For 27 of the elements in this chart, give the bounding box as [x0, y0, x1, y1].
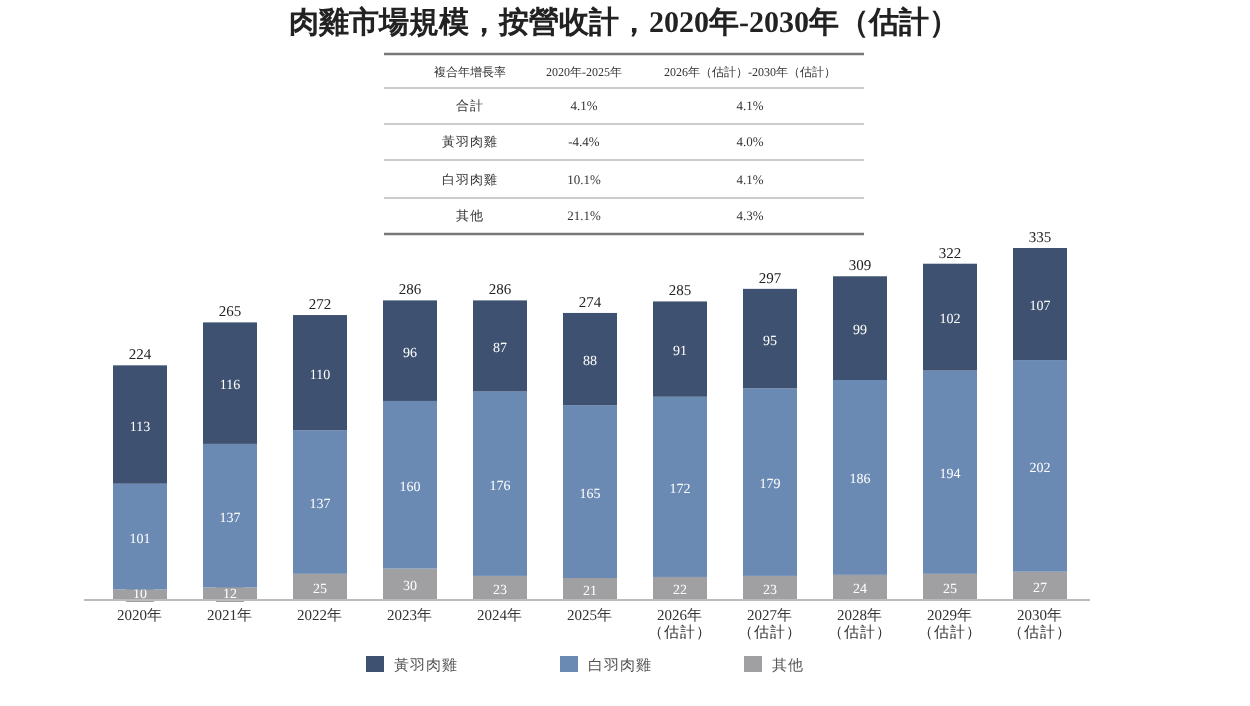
bar [383, 568, 437, 600]
bar [113, 365, 167, 484]
bar [923, 573, 977, 600]
bar [833, 276, 887, 380]
bar [833, 574, 887, 600]
bar [563, 312, 617, 406]
bar [743, 388, 797, 576]
bar [383, 300, 437, 401]
bar [923, 263, 977, 371]
bar [1013, 571, 1067, 600]
bar [743, 288, 797, 389]
bar [293, 315, 347, 431]
bar [1013, 248, 1067, 361]
bar [293, 573, 347, 600]
bar [563, 405, 617, 578]
bar [833, 380, 887, 575]
bar [203, 322, 257, 444]
bar [653, 301, 707, 397]
bar [563, 578, 617, 600]
bar [473, 391, 527, 576]
bar [653, 396, 707, 577]
bar [923, 370, 977, 574]
bar [383, 400, 437, 569]
bar [1013, 360, 1067, 572]
chart-title: 肉雞市場規模，按營收計，2020年-2030年（估計） [289, 4, 959, 40]
bar [293, 430, 347, 574]
bar [473, 300, 527, 392]
